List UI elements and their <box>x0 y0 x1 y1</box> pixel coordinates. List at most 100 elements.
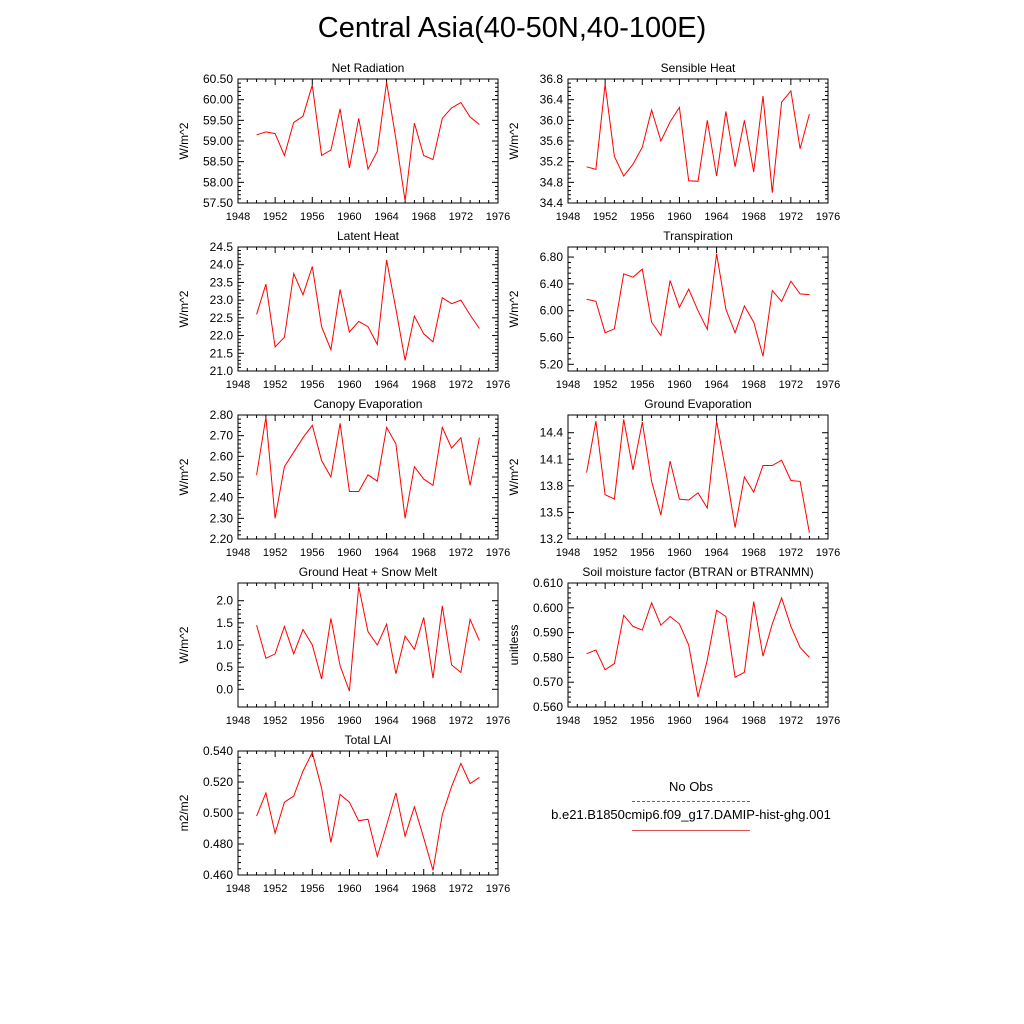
chart-panel: Sensible Heat W/m^2 1948 1952 1956 1960 1964 19… <box>507 61 840 223</box>
x-tick-label: 1956 <box>300 547 324 559</box>
y-axis-label: W/m^2 <box>507 290 521 327</box>
y-tick-label: 59.50 <box>203 113 233 127</box>
y-tick-label: 0.500 <box>203 806 233 820</box>
chart-panel: Transpiration W/m^2 1948 1952 1956 1960 1964 19… <box>507 229 840 391</box>
x-tick-label: 1960 <box>337 883 361 895</box>
x-tick-label: 1976 <box>816 547 840 559</box>
x-tick-label: 1968 <box>741 547 765 559</box>
x-tick-label: 1948 <box>556 715 580 727</box>
x-tick-label: 1948 <box>556 547 580 559</box>
x-tick-label: 1960 <box>337 547 361 559</box>
panel-title: Ground Evaporation <box>644 397 751 411</box>
panel-title: Ground Heat + Snow Melt <box>299 565 438 579</box>
y-tick-label: 22.5 <box>210 311 234 325</box>
panel-title: Canopy Evaporation <box>314 397 423 411</box>
x-tick-label: 1972 <box>779 379 803 391</box>
series-line <box>586 596 810 698</box>
x-tick-label: 1964 <box>704 715 728 727</box>
y-tick-label: 0.590 <box>533 626 563 640</box>
y-tick-label: 2.20 <box>210 532 234 546</box>
x-tick-label: 1948 <box>226 547 250 559</box>
y-tick-label: 0.570 <box>533 675 563 689</box>
y-tick-label: 34.8 <box>540 175 564 189</box>
plot-frame <box>567 582 829 708</box>
y-tick-label: 34.4 <box>540 196 564 210</box>
y-tick-label: 14.4 <box>540 426 564 440</box>
y-tick-label: 6.00 <box>540 304 564 318</box>
x-tick-label: 1972 <box>449 883 473 895</box>
x-tick-label: 1960 <box>337 211 361 223</box>
y-axis-label: W/m^2 <box>507 122 521 159</box>
y-tick-label: 6.40 <box>540 277 564 291</box>
x-tick-label: 1952 <box>263 715 287 727</box>
y-tick-label: 14.1 <box>540 452 564 466</box>
x-tick-label: 1964 <box>374 211 398 223</box>
x-tick-label: 1948 <box>556 379 580 391</box>
y-tick-label: 23.5 <box>210 275 234 289</box>
y-axis-label: W/m^2 <box>177 122 191 159</box>
chart-panel: Latent Heat W/m^2 1948 1952 1956 1960 1964 1968… <box>177 229 510 391</box>
x-tick-label: 1952 <box>593 211 617 223</box>
y-tick-label: 2.0 <box>216 594 233 608</box>
panel-title: Latent Heat <box>337 229 400 243</box>
chart-panel: Total LAI m2/m2 1948 1952 1956 1960 1964 1968 19… <box>177 733 510 895</box>
x-tick-label: 1956 <box>630 211 654 223</box>
plot-frame <box>237 582 499 708</box>
y-tick-label: 13.2 <box>540 532 564 546</box>
panel-title: Sensible Heat <box>661 61 736 75</box>
chart-panel: Net Radiation W/m^2 1948 1952 1956 1960 1964 19… <box>177 61 510 223</box>
series-line <box>586 419 810 533</box>
y-axis-label: W/m^2 <box>177 626 191 663</box>
x-tick-label: 1948 <box>226 379 250 391</box>
y-tick-label: 24.0 <box>210 258 234 272</box>
x-tick-label: 1976 <box>486 379 510 391</box>
x-tick-label: 1956 <box>300 211 324 223</box>
y-axis-label: unitless <box>507 625 521 666</box>
y-axis-label: m2/m2 <box>177 794 191 831</box>
panel-title: Transpiration <box>663 229 733 243</box>
x-tick-label: 1968 <box>411 715 435 727</box>
y-tick-label: 13.8 <box>540 479 564 493</box>
x-tick-label: 1972 <box>449 547 473 559</box>
y-tick-label: 13.5 <box>540 505 564 519</box>
series-line <box>586 253 810 357</box>
x-tick-label: 1964 <box>704 547 728 559</box>
x-tick-label: 1972 <box>779 715 803 727</box>
x-tick-label: 1968 <box>741 211 765 223</box>
x-tick-label: 1948 <box>226 211 250 223</box>
x-tick-label: 1976 <box>486 211 510 223</box>
y-tick-label: 2.50 <box>210 470 234 484</box>
x-tick-label: 1972 <box>449 379 473 391</box>
x-tick-label: 1972 <box>449 715 473 727</box>
y-tick-label: 0.520 <box>203 775 233 789</box>
x-tick-label: 1960 <box>337 715 361 727</box>
y-tick-label: 2.40 <box>210 491 234 505</box>
y-tick-label: 0.0 <box>216 682 233 696</box>
x-tick-label: 1964 <box>704 379 728 391</box>
x-tick-label: 1964 <box>374 379 398 391</box>
y-tick-label: 22.0 <box>210 329 234 343</box>
x-tick-label: 1968 <box>741 715 765 727</box>
y-tick-label: 59.00 <box>203 134 233 148</box>
y-tick-label: 21.0 <box>210 364 234 378</box>
series-line <box>256 751 480 871</box>
x-tick-label: 1960 <box>337 379 361 391</box>
y-tick-label: 0.580 <box>533 650 563 664</box>
series-line <box>256 586 480 692</box>
y-axis-label: W/m^2 <box>177 290 191 327</box>
x-tick-label: 1968 <box>411 211 435 223</box>
plot-frame <box>237 750 499 876</box>
x-tick-label: 1956 <box>300 715 324 727</box>
x-tick-label: 1956 <box>630 379 654 391</box>
x-tick-label: 1976 <box>816 211 840 223</box>
x-tick-label: 1976 <box>816 715 840 727</box>
x-tick-label: 1976 <box>816 379 840 391</box>
legend-model-line <box>632 830 750 831</box>
chart-panel: Ground Heat + Snow Melt W/m^2 1948 1952 1956… <box>177 565 510 727</box>
y-tick-label: 1.5 <box>216 616 233 630</box>
x-tick-label: 1968 <box>741 379 765 391</box>
plot-frame <box>237 246 499 372</box>
y-tick-label: 5.20 <box>540 357 564 371</box>
x-tick-label: 1960 <box>667 211 691 223</box>
